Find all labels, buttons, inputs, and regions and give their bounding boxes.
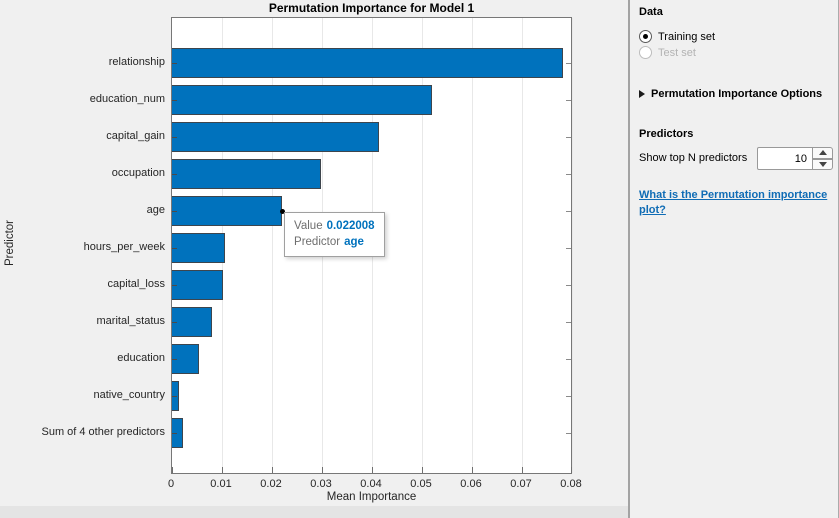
y-tick-mark [566, 359, 571, 360]
x-tick-label: 0.08 [560, 478, 582, 490]
radio-training-set-label: Training set [658, 30, 716, 43]
y-tick-mark [566, 248, 571, 249]
x-tick-mark [222, 467, 223, 473]
category-label: hours_per_week [83, 241, 165, 253]
chart-title: Permutation Importance for Model 1 [268, 1, 475, 15]
y-tick-mark [566, 100, 571, 101]
bar-education_num[interactable] [172, 85, 432, 115]
datatip: Value 0.022008 Predictor age [284, 212, 385, 257]
bar-marital_status[interactable] [172, 307, 212, 337]
y-tick-mark [566, 396, 571, 397]
help-link[interactable]: What is the Permutation importance plot? [639, 189, 828, 216]
datatip-value-label: Value [294, 220, 323, 232]
x-tick-label: 0 [167, 478, 175, 490]
y-tick-mark [566, 174, 571, 175]
y-tick-mark [172, 396, 177, 397]
collapsed-arrow-icon [639, 90, 645, 98]
category-label: age [146, 204, 165, 216]
x-tick-mark [372, 467, 373, 473]
x-tick-label: 0.04 [360, 478, 382, 490]
y-tick-mark [172, 137, 177, 138]
radio-test-set-label: Test set [658, 46, 696, 59]
y-tick-mark [566, 285, 571, 286]
stepper-up-button[interactable] [812, 147, 833, 159]
top-n-stepper [812, 147, 833, 170]
gridline [422, 18, 423, 473]
predictors-section-title: Predictors [639, 128, 694, 140]
x-tick-mark [422, 467, 423, 473]
x-tick-mark [272, 467, 273, 473]
bar-occupation[interactable] [172, 159, 321, 189]
bar-capital_gain[interactable] [172, 122, 379, 152]
datatip-marker-dot[interactable] [279, 208, 285, 214]
y-tick-mark [172, 100, 177, 101]
category-label: occupation [111, 167, 165, 179]
bar-hours_per_week[interactable] [172, 233, 225, 263]
y-tick-mark [172, 174, 177, 175]
x-tick-mark [322, 467, 323, 473]
permutation-importance-options-toggle[interactable]: Permutation Importance Options [639, 88, 822, 100]
y-tick-mark [172, 248, 177, 249]
y-tick-mark [172, 211, 177, 212]
x-tick-label: 0.01 [210, 478, 232, 490]
category-label: capital_gain [106, 130, 165, 142]
y-tick-mark [172, 433, 177, 434]
x-tick-mark [571, 467, 572, 473]
y-tick-mark [566, 211, 571, 212]
gridline [272, 18, 273, 473]
y-tick-mark [172, 322, 177, 323]
bar-age[interactable] [172, 196, 282, 226]
radio-training-set[interactable]: Training set [639, 30, 715, 43]
datatip-value: 0.022008 [326, 220, 375, 232]
bar-relationship[interactable] [172, 48, 563, 78]
stepper-down-button[interactable] [812, 158, 833, 170]
x-tick-label: 0.02 [260, 478, 282, 490]
datatip-predictor: age [344, 236, 364, 248]
y-tick-mark [172, 285, 177, 286]
category-label: relationship [108, 56, 165, 68]
category-label: Sum of 4 other predictors [41, 426, 165, 438]
category-label: marital_status [96, 315, 165, 327]
gridline [572, 18, 573, 473]
y-tick-mark [566, 137, 571, 138]
permutation-importance-figure: Permutation Importance for Model 1 Predi… [0, 0, 628, 518]
x-tick-mark [472, 467, 473, 473]
x-tick-label: 0.07 [510, 478, 532, 490]
x-axis-label: Mean Importance [326, 491, 417, 503]
figure-bottom-strip [0, 506, 628, 518]
radio-training-set-circle[interactable] [639, 30, 652, 43]
gridline [522, 18, 523, 473]
plot-area: Value 0.022008 Predictor age [171, 17, 573, 474]
category-label: capital_loss [107, 278, 165, 290]
data-section-title: Data [639, 6, 663, 18]
y-tick-mark [172, 63, 177, 64]
show-top-n-label: Show top N predictors [639, 152, 748, 164]
category-label: education [117, 352, 165, 364]
radio-test-set-circle [639, 46, 652, 59]
y-tick-mark [566, 433, 571, 434]
top-n-predictors-input[interactable] [757, 147, 813, 170]
y-tick-mark [172, 359, 177, 360]
arrow-down-icon [818, 161, 827, 167]
bar-Sum of 4 other predictors[interactable] [172, 418, 183, 448]
category-label: native_country [93, 389, 165, 401]
x-tick-mark [172, 467, 173, 473]
x-tick-label: 0.03 [310, 478, 332, 490]
arrow-up-icon [818, 150, 827, 156]
category-label: education_num [89, 93, 165, 105]
datatip-predictor-label: Predictor [294, 236, 341, 248]
y-tick-mark [566, 63, 571, 64]
x-tick-mark [522, 467, 523, 473]
radio-test-set: Test set [639, 46, 696, 59]
gridline [472, 18, 473, 473]
y-tick-mark [566, 322, 571, 323]
x-tick-label: 0.05 [410, 478, 432, 490]
options-toggle-label: Permutation Importance Options [651, 88, 823, 100]
bar-capital_loss[interactable] [172, 270, 223, 300]
x-tick-label: 0.06 [460, 478, 482, 490]
options-panel: Data Training set Test set Permutation I… [628, 0, 839, 518]
